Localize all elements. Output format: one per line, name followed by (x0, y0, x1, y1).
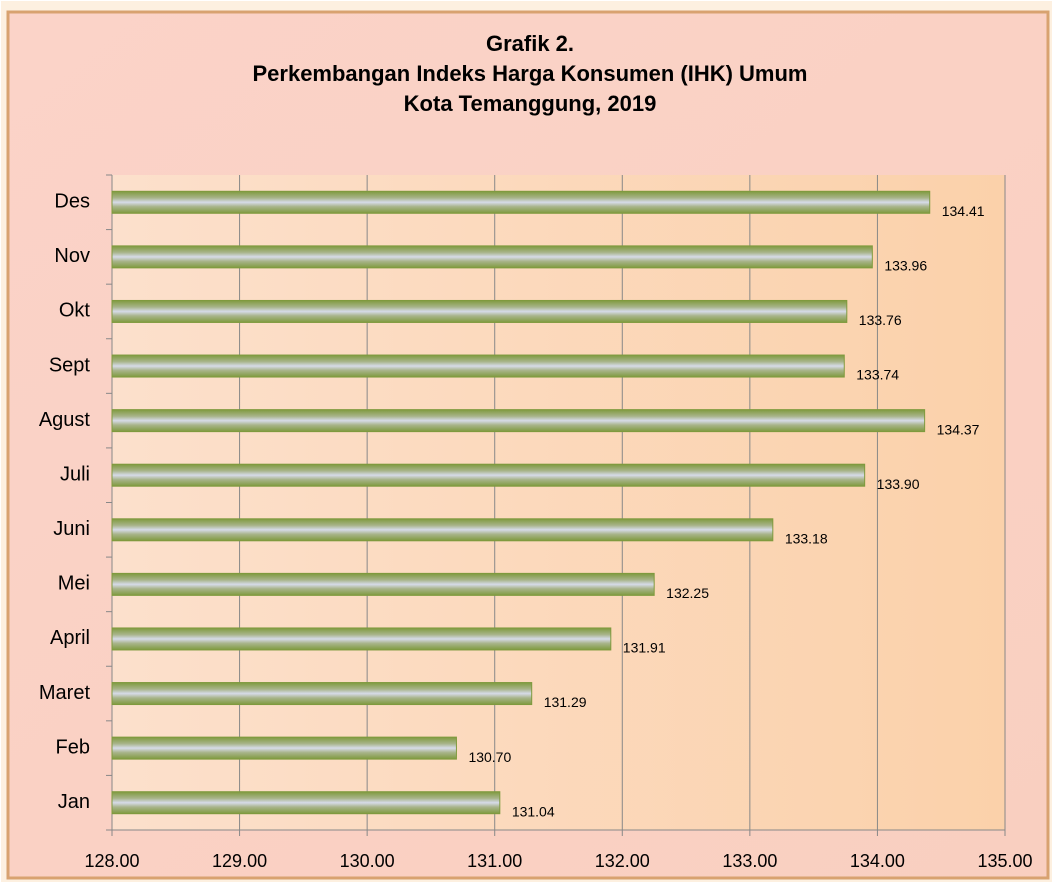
y-tick-label: Jan (58, 791, 90, 813)
y-tick-label: Juli (60, 463, 90, 485)
x-tick-label: 133.00 (722, 851, 777, 871)
y-tick-label: April (50, 627, 90, 649)
value-label: 133.74 (856, 367, 899, 383)
bar (111, 245, 873, 269)
x-tick-label: 130.00 (340, 851, 395, 871)
bar (111, 299, 848, 323)
y-tick-label: Maret (39, 682, 91, 704)
value-label: 130.70 (468, 749, 511, 765)
y-tick-label: Feb (56, 736, 90, 758)
value-label: 133.18 (785, 530, 828, 546)
y-tick-label: Agust (39, 409, 91, 431)
bar (111, 463, 866, 487)
value-label: 131.04 (512, 803, 555, 819)
plot-area (112, 175, 1005, 830)
y-tick-label: Des (54, 191, 90, 213)
value-label: 134.41 (942, 203, 985, 219)
value-label: 134.37 (937, 421, 980, 437)
bar (111, 736, 457, 760)
value-label: 133.90 (877, 476, 920, 492)
bar (111, 409, 926, 433)
y-tick-label: Juni (53, 518, 90, 540)
value-label: 131.91 (623, 640, 666, 656)
bar (111, 627, 612, 651)
y-tick-label: Mei (58, 573, 90, 595)
x-tick-label: 135.00 (977, 851, 1032, 871)
x-tick-label: 132.00 (595, 851, 650, 871)
x-tick-label: 134.00 (850, 851, 905, 871)
bar (111, 682, 533, 706)
y-tick-label: Okt (59, 300, 91, 322)
y-tick-label: Nov (54, 245, 90, 267)
bar (111, 518, 774, 542)
x-tick-label: 129.00 (212, 851, 267, 871)
bar (111, 572, 655, 596)
chart-title: Grafik 2. (486, 31, 574, 56)
bar (111, 190, 931, 214)
bar (111, 791, 501, 815)
x-tick-label: 128.00 (84, 851, 139, 871)
value-label: 132.25 (666, 585, 709, 601)
x-tick-label: 131.00 (467, 851, 522, 871)
value-label: 133.96 (884, 258, 927, 274)
value-label: 131.29 (544, 694, 587, 710)
chart-title: Perkembangan Indeks Harga Konsumen (IHK)… (252, 61, 807, 86)
chart-title: Kota Temanggung, 2019 (404, 91, 657, 116)
bar (111, 354, 845, 378)
value-label: 133.76 (859, 312, 902, 328)
y-tick-label: Sept (49, 354, 91, 376)
